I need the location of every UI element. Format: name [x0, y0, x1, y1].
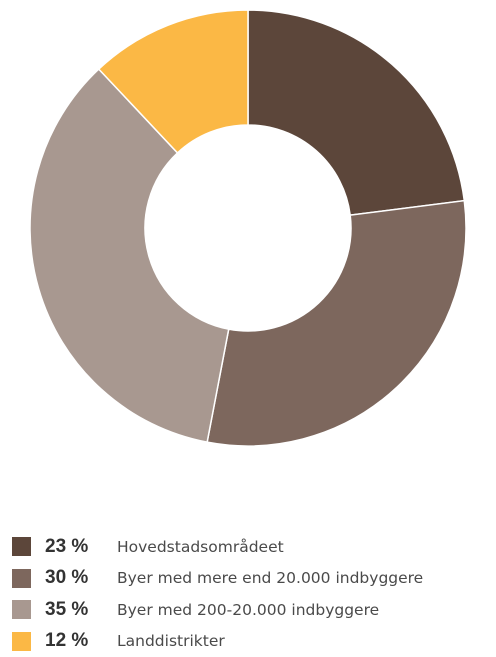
donut-slice-hovedstad: [248, 10, 464, 215]
legend-label: Byer med mere end 20.000 indbyggere: [117, 569, 423, 587]
legend-value: 12 %: [45, 630, 117, 652]
donut-slice-byer-over-20000: [207, 201, 466, 446]
legend-value: 23 %: [45, 536, 117, 558]
legend-label: Byer med 200-20.000 indbyggere: [117, 601, 379, 619]
legend-swatch: [12, 600, 31, 619]
legend-swatch: [12, 569, 31, 588]
legend-value: 30 %: [45, 567, 117, 589]
legend-item: 35 % Byer med 200-20.000 indbyggere: [12, 594, 492, 626]
legend-swatch: [12, 632, 31, 651]
legend-label: Landdistrikter: [117, 632, 225, 650]
legend-item: 23 % Hovedstadsområdeet: [12, 531, 492, 563]
legend-item: 12 % Landdistrikter: [12, 626, 492, 657]
legend-swatch: [12, 537, 31, 556]
legend-item: 30 % Byer med mere end 20.000 indbyggere: [12, 563, 492, 595]
legend-label: Hovedstadsområdeet: [117, 538, 284, 556]
donut-svg: [0, 0, 496, 520]
legend: 23 % Hovedstadsområdeet 30 % Byer med me…: [12, 531, 492, 657]
legend-value: 35 %: [45, 599, 117, 621]
